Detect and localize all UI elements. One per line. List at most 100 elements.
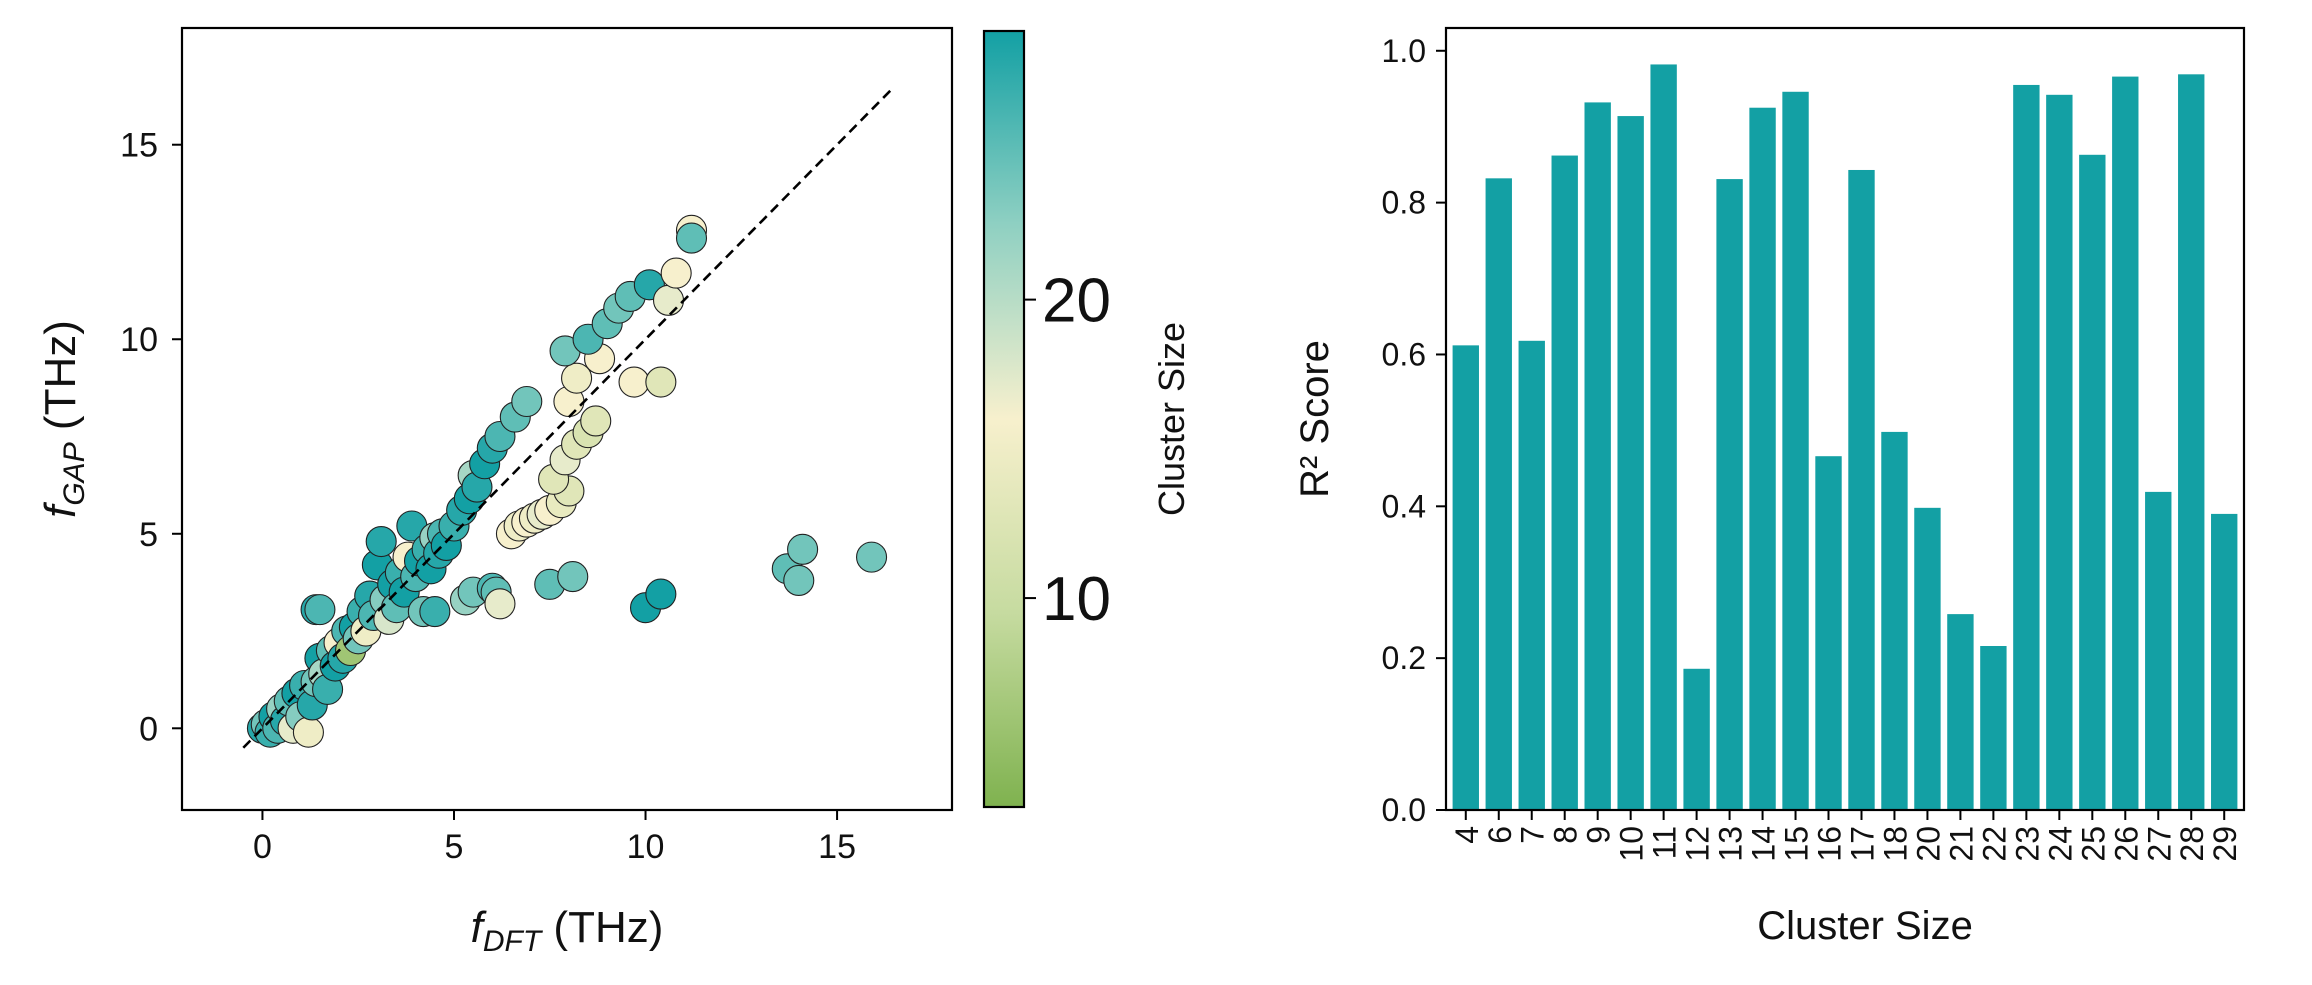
bar-7 [1518,340,1545,810]
colorbar-tick-label: 10 [1042,565,1111,634]
scatter-x-ticks: 0 5 10 15 [253,810,856,866]
bar-y-tick-label: 0.2 [1382,640,1426,676]
bar-x-tick-label: 8 [1548,826,1584,844]
scatter-point [652,284,685,316]
scatter-point [645,366,677,398]
bar-20 [1914,507,1941,810]
y-tick-label: 5 [139,516,158,554]
bar-x-tick-label: 4 [1449,826,1485,844]
bar-y-tick-label: 1.0 [1382,33,1426,69]
reference-line [242,89,892,749]
bar-x-ticks: 4678910111213141516171820212223242526272… [1449,810,2243,862]
bar-x-tick-label: 16 [1812,826,1848,862]
bar-y-ticks: 0.0 0.2 0.4 0.6 0.8 1.0 [1382,33,1446,828]
bar-x-tick-label: 24 [2042,826,2078,862]
x-tick-label: 10 [627,828,665,866]
scatter-point [787,533,819,565]
bar-y-axis-title: R² Score [1293,340,1337,498]
bar-x-tick-label: 22 [1976,826,2012,862]
y-axis-unit: (THz) [36,320,85,442]
scatter-x-axis-title: fDFT (THz) [471,903,664,958]
bar-11 [1650,64,1677,810]
bar-x-tick-label: 10 [1614,826,1650,862]
bar-y-tick-label: 0.8 [1382,185,1426,221]
scatter-point [419,596,451,628]
bar-x-tick-label: 9 [1581,826,1617,844]
bar-14 [1749,107,1776,810]
scatter-y-axis-title: fGAP (THz) [36,320,91,518]
bar-12 [1683,668,1710,810]
colorbar-ticks: 10 20 [1024,267,1111,634]
x-axis-sub: DFT [483,925,544,958]
bar-x-tick-label: 29 [2207,826,2243,862]
x-tick-label: 15 [818,828,856,866]
bar-29 [2211,513,2238,810]
x-axis-unit: (THz) [541,903,663,952]
bar-10 [1617,116,1644,811]
y-tick-label: 0 [139,710,158,748]
scatter-point [304,594,336,626]
colorbar-label: Cluster Size [1151,322,1192,516]
bar-x-tick-label: 20 [1910,826,1946,862]
x-tick-label: 0 [253,828,272,866]
bar-x-tick-label: 12 [1680,826,1716,862]
scatter-point [675,222,708,254]
bar-x-tick-label: 21 [1943,826,1979,862]
bar-13 [1716,179,1743,810]
scatter-points [246,214,888,748]
bar-25 [2079,154,2106,811]
bar-x-tick-label: 25 [2075,826,2111,862]
bar-x-tick-label: 17 [1844,826,1880,862]
bar-panel: 0.0 0.2 0.4 0.6 0.8 1.0 467891011121314151617… [1293,26,2246,948]
scatter-point [580,405,612,437]
bar-x-tick-label: 15 [1779,826,1815,862]
bar-x-tick-label: 27 [2141,826,2177,862]
bar-26 [2112,76,2139,811]
bar-y-tick-label: 0.4 [1382,488,1426,524]
y-axis-sub: GAP [58,442,91,505]
scatter-point [365,526,397,558]
colorbar: 10 20 Cluster Size [982,29,1192,809]
colorbar-tick-label: 20 [1042,267,1111,336]
scatter-point [618,366,650,398]
scatter-point [856,541,888,573]
bar-28 [2178,74,2205,810]
scatter-point [645,578,677,610]
scatter-point [557,561,589,593]
scatter-point [561,362,593,394]
bar-15 [1782,91,1809,810]
y-tick-label: 15 [120,127,158,165]
scatter-point [292,716,324,748]
bar-y-tick-label: 0.6 [1382,336,1426,372]
bar-axes-frame [1444,26,2246,812]
bar-x-tick-label: 7 [1515,826,1551,844]
scatter-point [511,385,543,418]
colorbar-fill [982,29,1026,809]
bar-x-tick-label: 6 [1482,826,1518,844]
bars [1452,64,2238,811]
bar-x-tick-label: 23 [2009,826,2045,862]
bar-8 [1551,155,1578,811]
bar-4 [1452,345,1479,810]
bar-27 [2145,491,2172,810]
scatter-point [783,564,815,597]
bar-x-tick-label: 28 [2174,826,2210,862]
scatter-point [484,588,516,620]
bar-22 [1980,646,2007,810]
bar-x-tick-label: 18 [1877,826,1913,862]
x-tick-label: 5 [445,828,464,866]
bar-18 [1881,431,1908,810]
bar-21 [1947,614,1974,810]
bar-x-axis-title: Cluster Size [1757,904,1973,948]
bar-6 [1485,178,1512,810]
bar-16 [1815,456,1842,810]
bar-23 [2013,84,2040,810]
bar-x-tick-label: 13 [1713,826,1749,862]
bar-x-tick-label: 26 [2108,826,2144,862]
y-tick-label: 10 [120,321,158,359]
bar-x-tick-label: 11 [1647,826,1683,859]
scatter-panel: 0 5 10 15 0 5 10 15 fDFT (THz) fGAP (THz) [36,26,954,958]
scatter-axes-frame [180,26,954,812]
bar-17 [1848,169,1875,811]
